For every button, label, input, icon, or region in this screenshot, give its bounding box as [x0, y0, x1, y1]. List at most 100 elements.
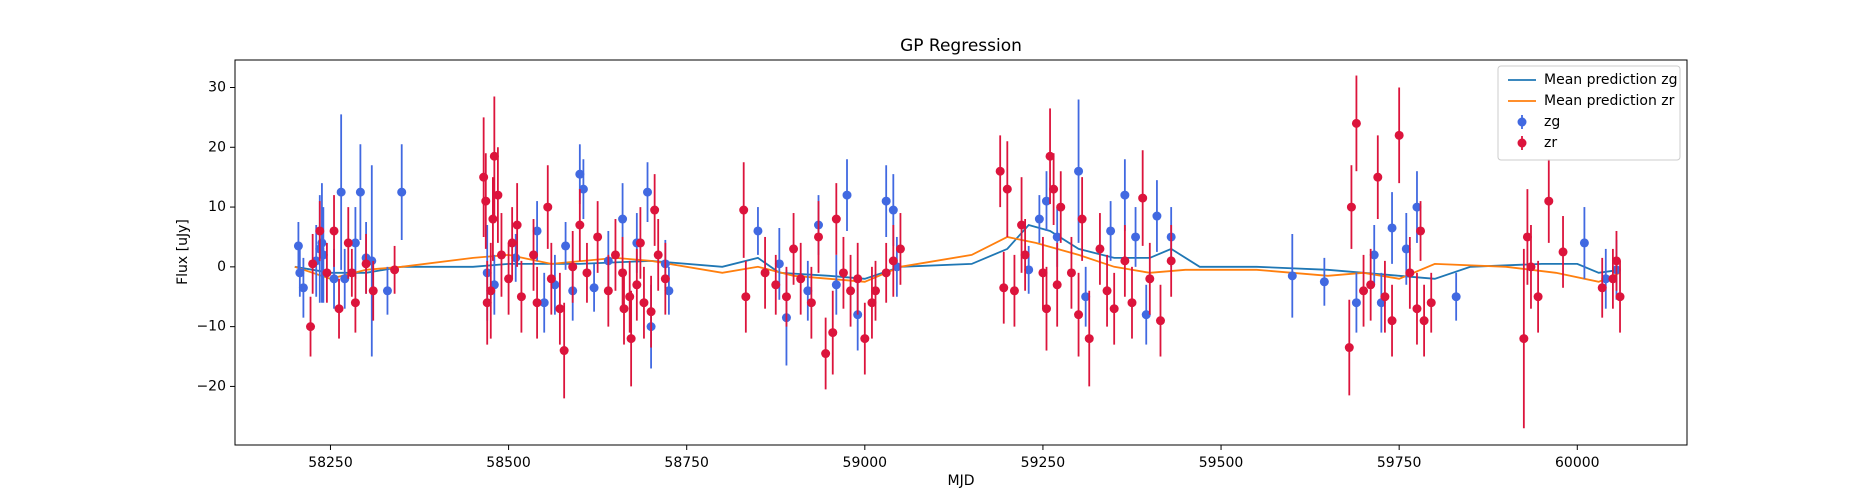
y-tick-label: −10 [196, 319, 226, 335]
data-point [390, 265, 400, 275]
data-point [999, 283, 1009, 293]
x-tick-label: 59250 [1021, 455, 1066, 471]
data-point [546, 274, 556, 284]
data-point [561, 241, 571, 251]
data-point [881, 196, 891, 206]
x-axis-label: MJD [948, 473, 975, 489]
data-point [1451, 292, 1461, 302]
data-point [308, 259, 318, 269]
data-point [295, 268, 305, 278]
data-point [1319, 277, 1329, 287]
data-point [660, 274, 670, 284]
data-point [318, 250, 328, 260]
data-point [1405, 268, 1415, 278]
data-point [1095, 244, 1105, 254]
data-point [1084, 334, 1094, 344]
data-point [539, 298, 549, 308]
data-point [1077, 214, 1087, 224]
data-point [1034, 214, 1044, 224]
data-point [479, 172, 489, 182]
data-point [1615, 292, 1625, 302]
data-point [625, 292, 635, 302]
data-point [336, 187, 346, 197]
data-point [853, 274, 863, 284]
data-point [741, 292, 751, 302]
data-point [1041, 304, 1051, 314]
data-point [821, 349, 831, 359]
data-point [888, 205, 898, 215]
legend-swatch [1517, 117, 1527, 127]
x-tick-label: 60000 [1555, 455, 1600, 471]
data-point [806, 298, 816, 308]
data-point [1387, 316, 1397, 326]
data-point [568, 262, 578, 272]
y-tick-label: 20 [208, 139, 226, 155]
data-point [1138, 193, 1148, 203]
data-point [322, 268, 332, 278]
data-point [1074, 310, 1084, 320]
data-point [814, 232, 824, 242]
data-point [482, 298, 492, 308]
data-point [1601, 274, 1611, 284]
data-point [603, 286, 613, 296]
data-point [846, 286, 856, 296]
data-point [635, 238, 645, 248]
x-tick-label: 59750 [1377, 455, 1422, 471]
data-point [1002, 184, 1012, 194]
data-point [760, 268, 770, 278]
data-point [507, 238, 517, 248]
data-point [1597, 283, 1607, 293]
data-point [559, 346, 569, 356]
data-point [1038, 268, 1048, 278]
y-tick-label: 30 [208, 80, 226, 96]
data-point [796, 274, 806, 284]
data-point [368, 286, 378, 296]
data-point [1419, 316, 1429, 326]
data-point [1020, 250, 1030, 260]
chart-title: GP Regression [900, 36, 1022, 56]
data-point [632, 280, 642, 290]
data-point [1380, 292, 1390, 302]
data-point [1127, 298, 1137, 308]
data-point [575, 169, 585, 179]
data-point [350, 298, 360, 308]
legend-label: Mean prediction zg [1544, 72, 1678, 88]
data-point [481, 196, 491, 206]
data-point [493, 190, 503, 200]
data-point [1544, 196, 1554, 206]
data-point [1155, 316, 1165, 326]
data-point [529, 250, 539, 260]
data-point [626, 334, 636, 344]
data-point [1426, 298, 1436, 308]
data-point [1009, 286, 1019, 296]
data-point [1106, 226, 1116, 236]
data-point [888, 256, 898, 266]
data-point [1558, 247, 1568, 257]
data-point [803, 286, 813, 296]
data-point [582, 268, 592, 278]
data-point [343, 238, 353, 248]
x-tick-label: 58500 [486, 455, 531, 471]
data-point [664, 286, 674, 296]
data-point [1131, 232, 1141, 242]
data-point [650, 205, 660, 215]
data-point [1373, 172, 1383, 182]
data-point [1526, 262, 1536, 272]
data-point [317, 238, 327, 248]
data-point [1066, 268, 1076, 278]
data-point [329, 226, 339, 236]
data-point [355, 187, 365, 197]
data-point [298, 283, 308, 293]
data-point [1412, 202, 1422, 212]
legend-box [1497, 65, 1681, 161]
data-point [293, 241, 303, 251]
data-point [1041, 196, 1051, 206]
data-point [1369, 250, 1379, 260]
data-point [1120, 256, 1130, 266]
data-point [1056, 202, 1066, 212]
data-point [646, 307, 656, 317]
y-axis-label: Flux [uJy] [175, 219, 191, 285]
data-point [781, 292, 791, 302]
data-point [489, 151, 499, 161]
